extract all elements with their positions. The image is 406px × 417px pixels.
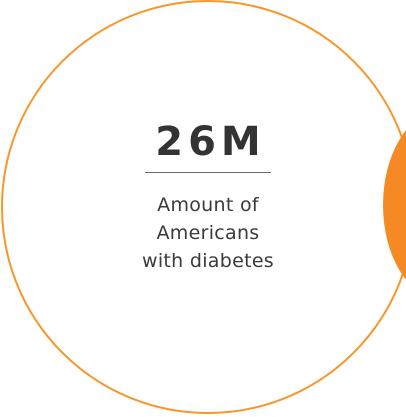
stat-caption-line: with diabetes bbox=[0, 247, 406, 275]
stat-underline bbox=[145, 172, 271, 173]
stat-caption: Amount of Americans with diabetes bbox=[0, 191, 406, 275]
stat-block: 26M Amount of Americans with diabetes bbox=[0, 118, 406, 275]
stat-caption-line: Amount of bbox=[0, 191, 406, 219]
stat-caption-line: Americans bbox=[0, 219, 406, 247]
stat-value: 26M bbox=[150, 118, 265, 166]
